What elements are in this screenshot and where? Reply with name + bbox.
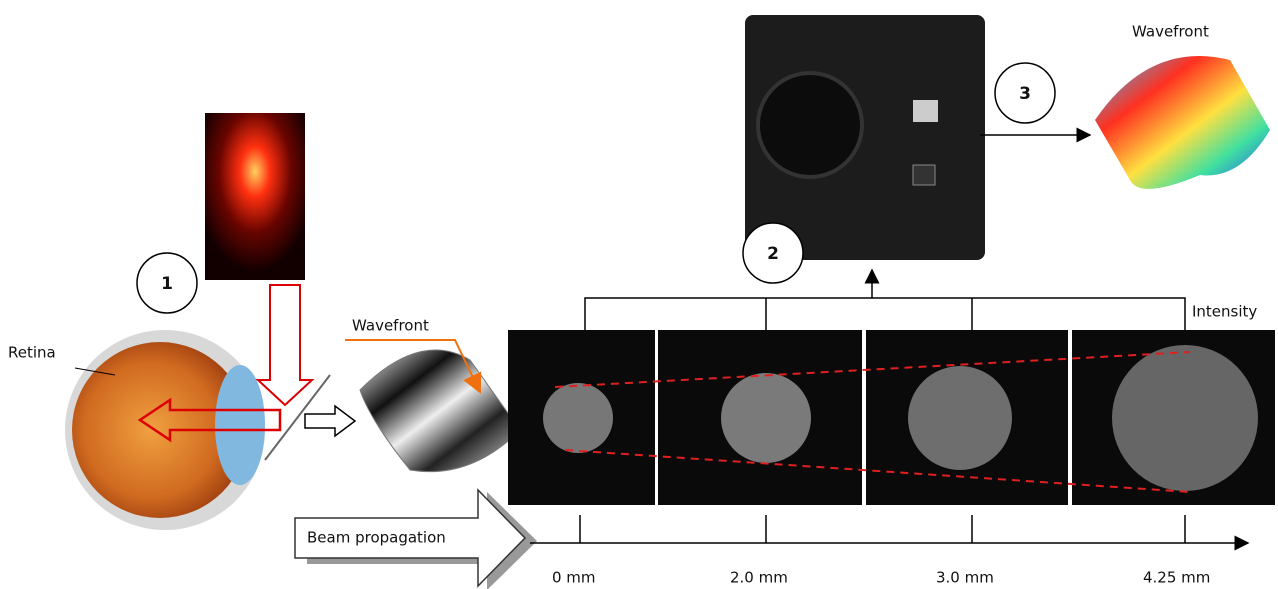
diagram: Wavefront 1 2 3 Retina Wavefront Intensi… (0, 0, 1278, 589)
distance-label: 2.0 mm (730, 569, 788, 587)
retina-label: Retina (8, 344, 56, 362)
wavefront-label: Wavefront (352, 317, 429, 335)
intensity-label: Intensity (1192, 303, 1257, 321)
step-number: 2 (767, 244, 779, 264)
step-number: 3 (1019, 84, 1031, 104)
step-number: 1 (161, 274, 173, 294)
wavefront-label: Wavefront (1132, 23, 1209, 41)
distance-label: 0 mm (552, 569, 596, 587)
distance-label: 4.25 mm (1143, 569, 1210, 587)
distance-label: 3.0 mm (936, 569, 994, 587)
beam-label: Beam propagation (307, 529, 446, 547)
illustrations (65, 15, 1275, 589)
